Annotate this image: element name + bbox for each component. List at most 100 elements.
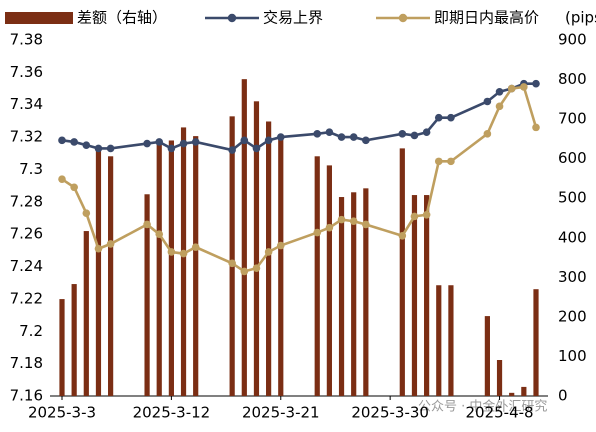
- bar: [436, 285, 442, 396]
- point: [94, 244, 103, 253]
- bar: [448, 285, 454, 396]
- point: [143, 220, 151, 229]
- bar: [509, 392, 515, 396]
- y-tick-label: 7.3: [19, 160, 43, 178]
- point: [70, 183, 78, 192]
- point: [349, 133, 358, 141]
- point: [155, 138, 164, 146]
- bar: [424, 195, 430, 396]
- x-tick-label: 2025-3-21: [242, 404, 320, 422]
- line: [61, 85, 538, 273]
- bar: [108, 156, 114, 396]
- legend-label: 交易上界: [263, 9, 323, 27]
- bar: [193, 136, 199, 396]
- legend-label: 差额（右轴）: [77, 9, 167, 27]
- bar: [241, 79, 247, 396]
- y2-tick-label: 800: [558, 70, 587, 88]
- bar: [496, 360, 503, 396]
- point: [276, 133, 285, 141]
- legend-marker: [227, 13, 237, 23]
- point: [167, 248, 176, 256]
- legend-marker: [398, 13, 408, 23]
- bar: [59, 299, 65, 396]
- y2-tick-label: 500: [558, 189, 587, 207]
- point: [70, 138, 78, 146]
- point: [313, 228, 322, 237]
- point: [106, 240, 115, 248]
- point: [313, 130, 322, 138]
- point: [191, 138, 200, 146]
- point: [228, 146, 236, 154]
- point: [167, 144, 176, 153]
- point: [252, 264, 261, 272]
- bar: [180, 127, 187, 396]
- y-tick-label: 7.36: [10, 63, 43, 81]
- point: [337, 215, 346, 224]
- y-tick-label: 7.2: [19, 322, 43, 340]
- point: [398, 130, 407, 138]
- point: [228, 259, 236, 268]
- point: [276, 241, 285, 250]
- point: [410, 131, 419, 140]
- bar: [363, 188, 369, 396]
- point: [325, 128, 334, 137]
- point: [422, 210, 431, 219]
- point: [434, 113, 443, 122]
- bar: [521, 386, 527, 396]
- line: [61, 82, 536, 152]
- point: [143, 139, 151, 148]
- point: [447, 157, 455, 166]
- point: [520, 83, 528, 91]
- point: [362, 136, 370, 145]
- legend-swatch: [5, 12, 73, 24]
- point: [337, 133, 346, 141]
- point: [483, 130, 492, 138]
- bar: [338, 197, 345, 396]
- point: [82, 209, 91, 217]
- x-tick-label: 2025-4-8: [465, 404, 533, 422]
- point: [532, 123, 540, 132]
- point: [410, 212, 419, 221]
- bar: [71, 284, 77, 396]
- point: [507, 84, 516, 93]
- y2-tick-label: 0: [558, 387, 568, 405]
- point: [349, 217, 358, 226]
- bar: [144, 194, 150, 396]
- point: [179, 139, 188, 148]
- point: [532, 79, 540, 88]
- point: [82, 141, 91, 149]
- point: [447, 113, 455, 122]
- y2-tick-label: 600: [558, 149, 587, 167]
- y-tick-label: 7.38: [10, 31, 43, 49]
- point: [240, 136, 249, 145]
- bar: [533, 289, 539, 396]
- point: [264, 136, 273, 145]
- y-tick-label: 7.18: [10, 354, 43, 372]
- point: [483, 97, 492, 106]
- point: [495, 102, 504, 111]
- y2-tick-label: 300: [558, 268, 587, 286]
- x-tick-label: 2025-3-30: [351, 404, 429, 422]
- point: [434, 157, 443, 166]
- x-tick-label: 2025-3-12: [133, 404, 211, 422]
- point: [252, 144, 261, 153]
- point: [191, 243, 200, 251]
- y-tick-label: 7.26: [10, 225, 43, 243]
- y-tick-label: 7.22: [10, 289, 43, 307]
- bar: [278, 138, 284, 396]
- y2-tick-label: 200: [558, 307, 587, 325]
- watermark: 公众号 · 中金外汇研究: [418, 399, 547, 415]
- bar: [411, 195, 418, 396]
- bar: [253, 101, 260, 397]
- y2-tick-label: 900: [558, 31, 587, 49]
- bar: [326, 165, 332, 396]
- y2-tick-label: 100: [558, 347, 587, 365]
- y-tick-label: 7.24: [10, 257, 43, 275]
- point: [325, 223, 334, 232]
- y-tick-label: 7.28: [10, 192, 43, 210]
- point: [58, 175, 66, 183]
- bar: [156, 144, 162, 396]
- y-tick-label: 7.34: [10, 95, 43, 113]
- x-tick-label: 2025-3-3: [28, 404, 96, 422]
